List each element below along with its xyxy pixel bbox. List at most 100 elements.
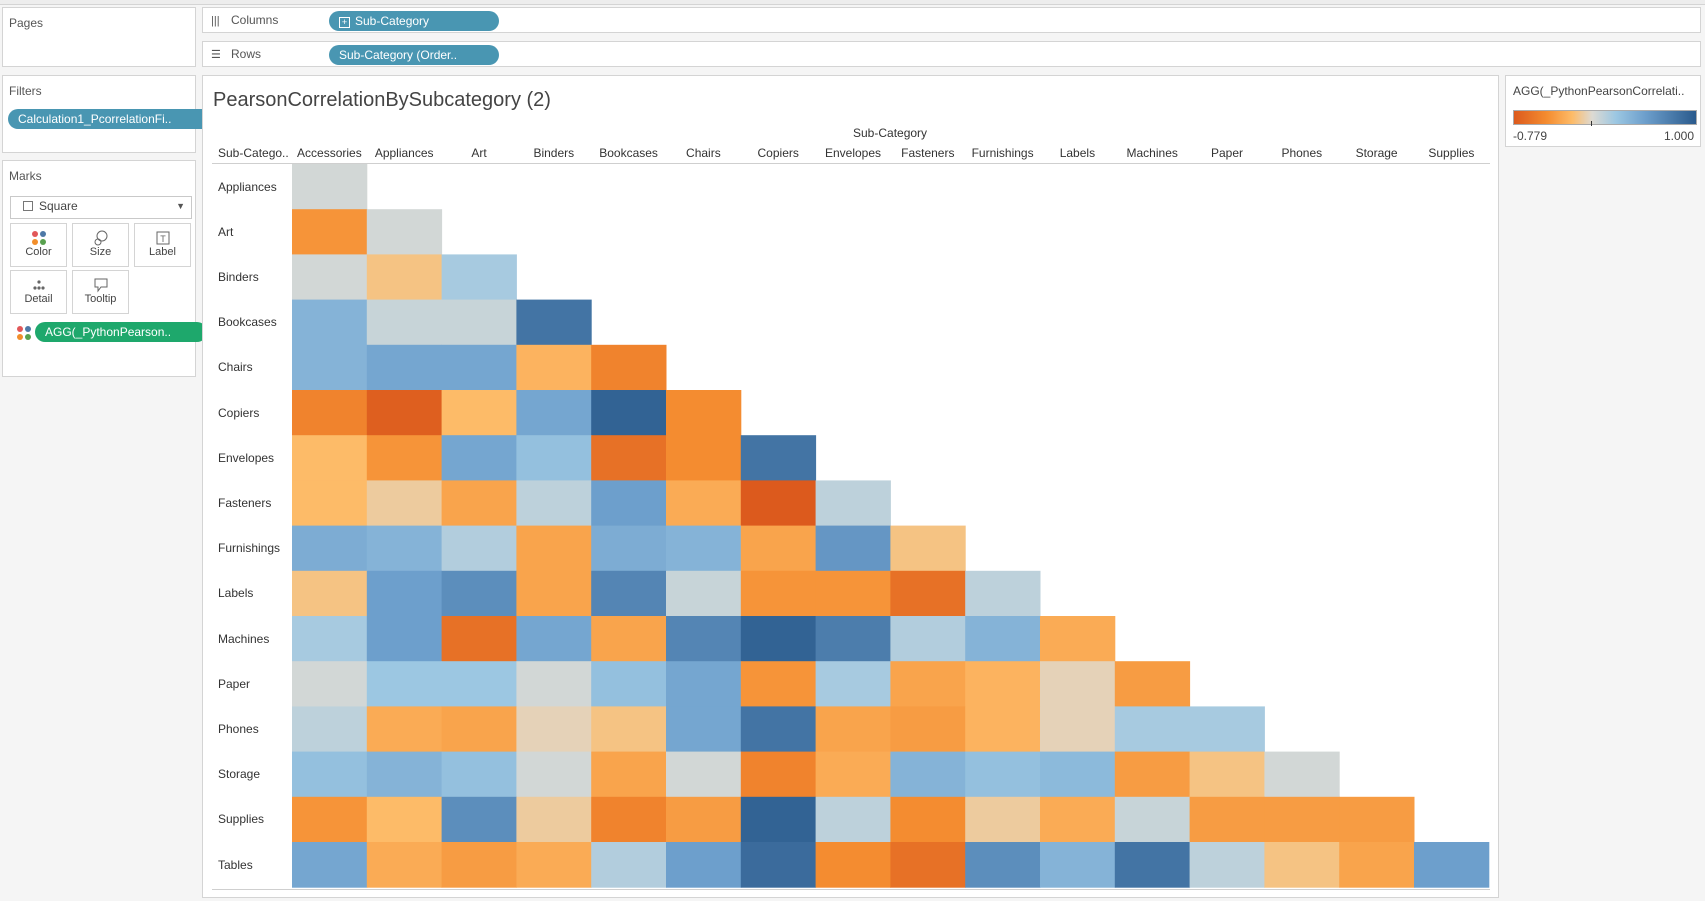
heatmap-cell[interactable] <box>366 661 443 707</box>
heatmap-cell[interactable] <box>666 435 742 481</box>
heatmap-cell[interactable] <box>591 751 667 798</box>
heatmap-cell[interactable] <box>591 661 667 707</box>
columns-shelf[interactable]: ||| Columns + Sub-Category <box>202 7 1701 33</box>
heatmap-cell[interactable] <box>441 751 517 798</box>
heatmap-cell[interactable] <box>815 525 891 572</box>
heatmap-cell[interactable] <box>516 796 592 843</box>
heatmap-cell[interactable] <box>292 209 368 255</box>
heatmap-cell[interactable] <box>366 254 443 301</box>
heatmap-cell[interactable] <box>516 842 592 888</box>
heatmap-cell[interactable] <box>292 525 368 572</box>
heatmap-cell[interactable] <box>292 344 368 391</box>
heatmap-cell[interactable] <box>441 570 517 617</box>
heatmap-cell[interactable] <box>591 525 667 572</box>
heatmap-cell[interactable] <box>965 706 1041 753</box>
heatmap-cell[interactable] <box>292 254 368 301</box>
heatmap-cell[interactable] <box>366 525 443 572</box>
pages-card[interactable]: Pages <box>2 7 196 67</box>
heatmap-cell[interactable] <box>740 706 817 753</box>
heatmap-cell[interactable] <box>1040 661 1116 707</box>
heatmap-cell[interactable] <box>815 796 891 843</box>
heatmap-cell[interactable] <box>1189 796 1265 843</box>
heatmap-cell[interactable] <box>516 435 592 481</box>
heatmap-cell[interactable] <box>1040 706 1116 753</box>
heatmap-cell[interactable] <box>1189 706 1265 753</box>
heatmap-cell[interactable] <box>1339 842 1415 888</box>
heatmap-cell[interactable] <box>1414 842 1490 888</box>
filter-pill[interactable]: Calculation1_PcorrelationFi.. <box>8 109 212 129</box>
rows-pill[interactable]: Sub-Category (Order.. <box>329 45 499 65</box>
heatmap-cell[interactable] <box>890 796 966 843</box>
heatmap-cell[interactable] <box>516 706 592 753</box>
heatmap-cell[interactable] <box>666 390 742 436</box>
heatmap-cell[interactable] <box>292 570 368 617</box>
heatmap-cell[interactable] <box>292 480 368 527</box>
heatmap-cell[interactable] <box>1189 751 1265 798</box>
heatmap-cell[interactable] <box>441 435 517 481</box>
heatmap-cell[interactable] <box>441 661 517 707</box>
heatmap-cell[interactable] <box>366 796 443 843</box>
heatmap-cell[interactable] <box>292 164 368 210</box>
heatmap-cell[interactable] <box>666 796 742 843</box>
heatmap-cell[interactable] <box>441 616 517 662</box>
heatmap-cell[interactable] <box>516 570 592 617</box>
heatmap-cell[interactable] <box>1040 751 1116 798</box>
heatmap-cell[interactable] <box>1189 842 1265 888</box>
tooltip-button[interactable]: Tooltip <box>72 270 129 314</box>
heatmap-cell[interactable] <box>591 616 667 662</box>
heatmap-cell[interactable] <box>1114 706 1191 753</box>
color-legend[interactable]: AGG(_PythonPearsonCorrelati.. -0.779 1.0… <box>1505 75 1701 147</box>
heatmap-cell[interactable] <box>965 751 1041 798</box>
heatmap-cell[interactable] <box>815 706 891 753</box>
heatmap-cell[interactable] <box>292 299 368 346</box>
heatmap-cell[interactable] <box>965 616 1041 662</box>
heatmap-cell[interactable] <box>1264 842 1340 888</box>
heatmap-cell[interactable] <box>516 480 592 527</box>
heatmap-cell[interactable] <box>292 661 368 707</box>
heatmap-cell[interactable] <box>1040 616 1116 662</box>
heatmap-cell[interactable] <box>740 616 817 662</box>
heatmap-cell[interactable] <box>441 390 517 436</box>
heatmap-cell[interactable] <box>740 751 817 798</box>
heatmap-cell[interactable] <box>666 570 742 617</box>
heatmap-cell[interactable] <box>441 842 517 888</box>
heatmap-cell[interactable] <box>740 480 817 527</box>
heatmap-cell[interactable] <box>591 344 667 391</box>
heatmap-cell[interactable] <box>666 661 742 707</box>
heatmap-cell[interactable] <box>1339 796 1415 843</box>
heatmap-cell[interactable] <box>441 525 517 572</box>
heatmap-cell[interactable] <box>366 751 443 798</box>
heatmap-cell[interactable] <box>591 435 667 481</box>
heatmap-cell[interactable] <box>292 842 368 888</box>
heatmap-cell[interactable] <box>815 480 891 527</box>
heatmap-cell[interactable] <box>292 706 368 753</box>
heatmap-cell[interactable] <box>441 254 517 301</box>
heatmap-cell[interactable] <box>516 299 592 346</box>
heatmap-cell[interactable] <box>591 570 667 617</box>
heatmap-cell[interactable] <box>591 390 667 436</box>
heatmap-cell[interactable] <box>441 796 517 843</box>
heatmap-cell[interactable] <box>1040 796 1116 843</box>
heatmap-cell[interactable] <box>740 570 817 617</box>
heatmap-cell[interactable] <box>890 706 966 753</box>
heatmap-cell[interactable] <box>890 661 966 707</box>
heatmap-cell[interactable] <box>366 480 443 527</box>
filters-card[interactable]: Filters Calculation1_PcorrelationFi.. <box>2 75 212 153</box>
heatmap-cell[interactable] <box>292 390 368 436</box>
heatmap-cell[interactable] <box>441 344 517 391</box>
heatmap-cell[interactable] <box>516 751 592 798</box>
heatmap-cell[interactable] <box>366 209 443 255</box>
heatmap-cell[interactable] <box>890 570 966 617</box>
heatmap-cell[interactable] <box>366 344 443 391</box>
heatmap-cell[interactable] <box>666 525 742 572</box>
heatmap-cell[interactable] <box>591 842 667 888</box>
heatmap-cell[interactable] <box>516 661 592 707</box>
heatmap-cell[interactable] <box>366 570 443 617</box>
heatmap-cell[interactable] <box>740 842 817 888</box>
size-button[interactable]: Size <box>72 223 129 267</box>
heatmap-cell[interactable] <box>815 616 891 662</box>
heatmap-cell[interactable] <box>815 570 891 617</box>
heatmap-cell[interactable] <box>1264 796 1340 843</box>
heatmap-cell[interactable] <box>965 796 1041 843</box>
heatmap-cell[interactable] <box>441 299 517 346</box>
